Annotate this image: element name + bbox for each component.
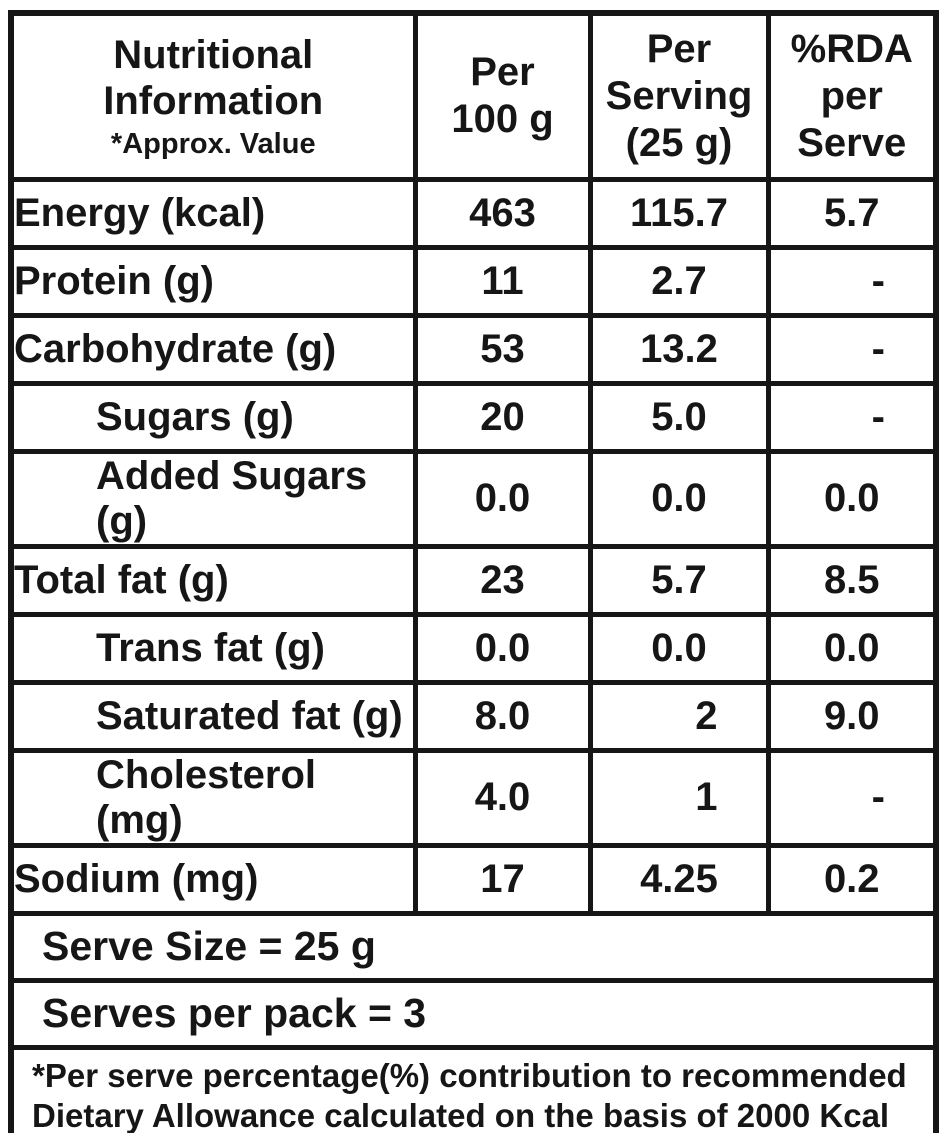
value-rda-per-serve: 0.2 [765,842,939,916]
nutrient-row-sugars-g: Sugars (g) 20 5.0- [8,380,939,454]
value-rda-per-serve: - [765,380,939,454]
header-per-100g-text: Per 100 g [451,50,554,142]
serves-per-pack-text: Serves per pack = 3 [8,977,939,1050]
serves-per-pack-row: Serves per pack = 3 [8,977,939,1050]
value-per-serving: 0.0 [587,611,771,685]
value-per-100g: 23 [412,543,593,617]
nutrient-row-sodium-mg: Sodium (mg) 17 4.25 0.2 [8,842,939,916]
value-per-100g: 463 [412,176,593,250]
header-per-serving-text: Per Serving (25 g) [605,26,753,165]
row-label: Sugars (g) [8,380,418,454]
value-rda-per-serve: - [765,312,939,386]
nutrient-row-cholesterol-mg: Cholesterol (mg) 4.0 1- [8,747,939,848]
row-label: Trans fat (g) [8,611,418,685]
value-rda-per-serve: 9.0 [765,679,939,753]
footnote-row: *Per serve percentage(%) contribution to… [8,1044,939,1133]
row-label: Carbohydrate (g) [8,312,418,386]
nutrient-row-energy-kcal: Energy (kcal) 463 115.7 5.7 [8,176,939,250]
header-title-text: Nutritional Information [103,33,324,124]
table-header-row: Nutritional Information *Approx. Value P… [8,10,939,182]
nutrient-row-protein-g: Protein (g) 11 2.7- [8,244,939,318]
header-per-serving: Per Serving (25 g) [587,10,771,182]
row-label: Added Sugars (g) [8,448,418,549]
header-rda-per-serve: %RDA per Serve [765,10,939,182]
nutrient-row-carbohydrate-g: Carbohydrate (g) 53 13.2- [8,312,939,386]
value-per-serving: 2.7 [587,244,771,318]
row-label: Saturated fat (g) [8,679,418,753]
nutrition-rows: Energy (kcal) 463 115.7 5.7 Protein (g) 11 2.7… [8,176,939,916]
value-per-100g: 53 [412,312,593,386]
value-per-serving: 13.2 [587,312,771,386]
value-per-100g: 4.0 [412,747,593,848]
serve-size-text: Serve Size = 25 g [8,910,939,983]
serve-size-row: Serve Size = 25 g [8,910,939,983]
row-label: Total fat (g) [8,543,418,617]
value-per-100g: 0.0 [412,448,593,549]
summary-rows: Serve Size = 25 g Serves per pack = 3 *P… [8,910,939,1133]
value-rda-per-serve: 8.5 [765,543,939,617]
value-rda-per-serve: - [765,747,939,848]
nutrient-row-added-sugars-g: Added Sugars (g) 0.0 0.0 0.0 [8,448,939,549]
value-per-serving: 115.7 [587,176,771,250]
header-nutritional-information: Nutritional Information *Approx. Value [8,10,418,182]
nutrition-table: Nutritional Information *Approx. Value P… [8,10,939,1133]
row-label: Sodium (mg) [8,842,418,916]
value-per-serving: 5.7 [587,543,771,617]
row-label: Protein (g) [8,244,418,318]
value-per-100g: 20 [412,380,593,454]
value-per-serving: 5.0 [587,380,771,454]
value-rda-per-serve: 0.0 [765,611,939,685]
value-per-100g: 11 [412,244,593,318]
footnote-text: *Per serve percentage(%) contribution to… [8,1044,939,1133]
nutrient-row-total-fat-g: Total fat (g) 23 5.7 8.5 [8,543,939,617]
row-label: Energy (kcal) [8,176,418,250]
value-rda-per-serve: - [765,244,939,318]
value-per-serving: 4.25 [587,842,771,916]
value-rda-per-serve: 5.7 [765,176,939,250]
nutrient-row-saturated-fat-g: Saturated fat (g) 8.0 2 9.0 [8,679,939,753]
value-rda-per-serve: 0.0 [765,448,939,549]
header-approx-value-note: *Approx. Value [110,128,316,161]
header-rda-per-serve-text: %RDA per Serve [790,26,913,165]
value-per-serving: 0.0 [587,448,771,549]
nutrient-row-trans-fat-g: Trans fat (g) 0.0 0.0 0.0 [8,611,939,685]
header-per-100g: Per 100 g [412,10,593,182]
value-per-100g: 17 [412,842,593,916]
value-per-100g: 8.0 [412,679,593,753]
value-per-serving: 1 [587,747,771,848]
value-per-100g: 0.0 [412,611,593,685]
value-per-serving: 2 [587,679,771,753]
row-label: Cholesterol (mg) [8,747,418,848]
